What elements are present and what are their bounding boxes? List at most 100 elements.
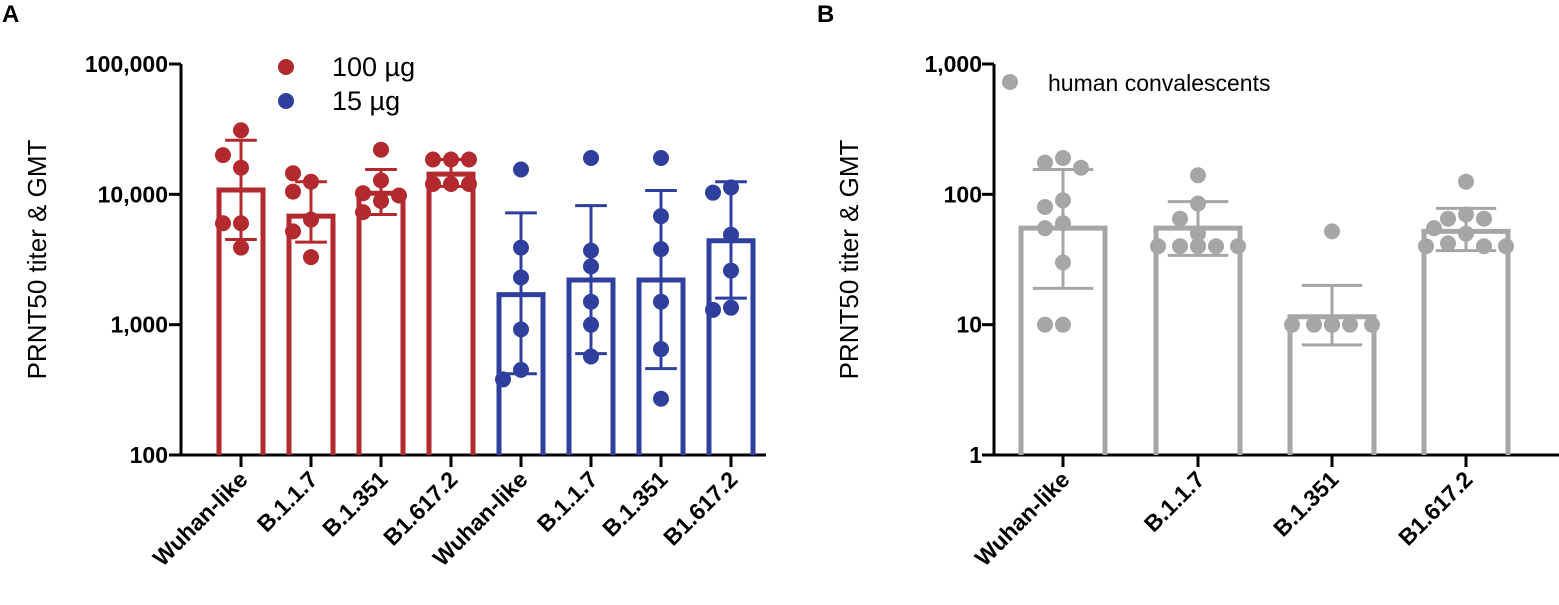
data-point: [1458, 225, 1474, 242]
data-point: [1364, 316, 1380, 333]
data-point: [461, 176, 477, 193]
data-point: [723, 226, 739, 243]
data-point: [495, 371, 511, 388]
data-point: [1037, 154, 1053, 171]
data-point: [653, 241, 669, 258]
y-tick-label: 10,000: [98, 181, 168, 207]
y-axis-label: PRNT50 titer & GMT: [22, 139, 52, 379]
data-point: [373, 141, 389, 158]
panel-label-b: B: [817, 1, 834, 28]
x-tick-label: B.1.351: [1268, 466, 1343, 541]
data-point: [303, 211, 319, 228]
data-point: [513, 321, 529, 338]
data-point: [513, 269, 529, 286]
data-point: [1458, 206, 1474, 223]
data-point: [1306, 316, 1322, 333]
data-point: [355, 185, 371, 202]
data-point: [425, 151, 441, 168]
y-tick-label: 1,000: [110, 312, 168, 338]
x-tick-label: B1.617.2: [658, 466, 742, 550]
data-point: [513, 361, 529, 378]
data-point: [1230, 238, 1246, 255]
data-point: [1055, 254, 1071, 271]
legend-marker: [278, 59, 294, 75]
y-tick-label: 100: [944, 181, 982, 207]
data-point: [233, 239, 249, 256]
data-point: [285, 183, 301, 200]
x-tick-label: Wuhan-like: [148, 466, 253, 571]
data-point: [1190, 167, 1206, 184]
legend-label: 100 µg: [332, 52, 415, 82]
x-tick-label: B.1.1.7: [252, 466, 323, 537]
data-point: [1324, 223, 1340, 240]
data-point: [1037, 316, 1053, 333]
x-tick-label: B.1.1.7: [1139, 466, 1210, 537]
data-point: [443, 151, 459, 168]
data-point: [391, 187, 407, 204]
data-point: [1037, 220, 1053, 237]
data-point: [723, 179, 739, 196]
y-tick-label: 100: [130, 442, 168, 468]
legend-label: human convalescents: [1048, 70, 1270, 96]
data-point: [303, 173, 319, 190]
data-point: [233, 159, 249, 176]
data-point: [461, 151, 477, 168]
data-point: [1190, 238, 1206, 255]
data-point: [1172, 238, 1188, 255]
y-tick-label: 1,000: [924, 51, 982, 77]
data-point: [1055, 150, 1071, 167]
panel-a-chart: PRNT50 titer & GMT 100 1,000 10,000 100,000 W…: [22, 51, 766, 571]
data-point: [233, 215, 249, 232]
bar: [1153, 225, 1243, 455]
data-point: [723, 262, 739, 279]
data-point: [1172, 210, 1188, 227]
panel-label-a: A: [2, 1, 19, 28]
data-point: [1418, 238, 1434, 255]
data-point: [1476, 210, 1492, 227]
data-point: [653, 293, 669, 310]
data-point: [653, 390, 669, 407]
data-point: [443, 176, 459, 193]
data-point: [1284, 316, 1300, 333]
data-point: [285, 165, 301, 182]
data-point: [303, 249, 319, 266]
x-tick-label: B1.617.2: [1393, 466, 1477, 550]
data-point: [705, 301, 721, 318]
data-point: [513, 161, 529, 178]
data-point: [1342, 316, 1358, 333]
y-tick-label: 1: [969, 442, 982, 468]
data-point: [1208, 238, 1224, 255]
data-point: [1037, 198, 1053, 215]
data-point: [653, 208, 669, 225]
panel-b-chart: PRNT50 titer & GMT 1 10 100 1,000 Wuhan-like B…: [834, 51, 1559, 571]
data-point: [1055, 192, 1071, 209]
data-point: [373, 192, 389, 209]
data-point: [215, 215, 231, 232]
data-point: [285, 223, 301, 240]
y-tick-label: 100,000: [85, 51, 168, 77]
data-point: [1440, 235, 1456, 252]
y-tick-label: 10: [956, 312, 982, 338]
data-point: [653, 150, 669, 167]
data-point: [233, 122, 249, 139]
data-point: [1440, 210, 1456, 227]
data-point: [1426, 220, 1442, 237]
legend-marker: [278, 93, 294, 109]
data-point: [1190, 225, 1206, 242]
data-point: [425, 176, 441, 193]
bar: [356, 190, 406, 455]
y-axis-label: PRNT50 titer & GMT: [834, 139, 864, 379]
data-point: [583, 293, 599, 310]
data-point: [1476, 238, 1492, 255]
data-point: [373, 172, 389, 189]
data-point: [653, 341, 669, 358]
data-point: [1324, 316, 1340, 333]
data-point: [1055, 215, 1071, 232]
legend-label: 15 µg: [332, 86, 400, 116]
data-point: [215, 147, 231, 164]
data-point: [1055, 316, 1071, 333]
x-tick-label: Wuhan-like: [970, 466, 1075, 571]
bar: [426, 171, 476, 455]
data-point: [1498, 238, 1514, 255]
data-point: [583, 242, 599, 259]
